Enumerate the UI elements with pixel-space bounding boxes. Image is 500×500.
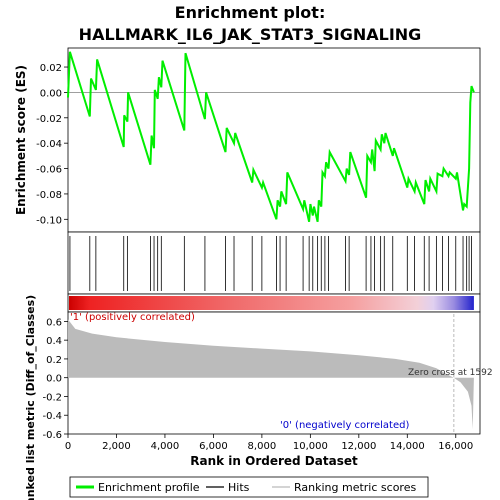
x-tick-label: 14,000 (390, 441, 425, 452)
metric-y-tick-label: 0.0 (46, 374, 62, 385)
x-tick-label: 0 (65, 441, 71, 452)
x-tick-label: 6,000 (199, 441, 228, 452)
chart-title-line2: HALLMARK_IL6_JAK_STAT3_SIGNALING (79, 25, 422, 44)
legend: Enrichment profile Hits Ranking metric s… (69, 476, 429, 498)
zero-cross-label: Zero cross at 1592 (408, 368, 493, 378)
metric-y-ticks: 0.6 0.4 0.2 0.0 -0.2 -0.4 -0.6 (42, 317, 68, 441)
es-y-tick-label: -0.10 (36, 215, 62, 226)
es-y-tick-label: -0.02 (36, 114, 62, 125)
rank-colour-band (69, 296, 474, 310)
x-tick-label: 2,000 (102, 441, 131, 452)
hit-markers (69, 236, 472, 291)
x-tick-label: 8,000 (248, 441, 277, 452)
metric-y-tick-label: 0.2 (46, 355, 62, 366)
x-tick-label: 16,000 (438, 441, 473, 452)
legend-frame (69, 476, 429, 498)
negative-correlation-label: '0' (negatively correlated) (280, 420, 409, 431)
x-axis-ticks: 0 2,000 4,000 6,000 8,000 10,000 12,000 14,000 1… (65, 434, 473, 452)
es-y-tick-label: -0.08 (36, 190, 62, 201)
hits-panel-frame (67, 231, 481, 295)
es-panel-frame (67, 47, 481, 233)
chart-title-line1: Enrichment plot: (175, 3, 326, 22)
enrichment-profile-line (67, 51, 475, 223)
es-y-tick-label: 0.00 (40, 88, 62, 99)
es-y-tick-label: -0.06 (36, 165, 62, 176)
positive-correlation-label: '1' (positively correlated) (70, 312, 195, 323)
metric-y-tick-label: 0.6 (46, 317, 62, 328)
es-y-tick-label: -0.04 (36, 139, 62, 150)
x-axis-label: Rank in Ordered Dataset (190, 454, 358, 468)
ranking-metric-area (68, 319, 474, 430)
x-tick-label: 10,000 (293, 441, 328, 452)
es-y-ticks: 0.02 0.00 -0.02 -0.04 -0.06 -0.08 -0.10 (36, 63, 68, 226)
metric-y-tick-label: -0.4 (42, 411, 62, 422)
x-tick-label: 4,000 (151, 441, 180, 452)
legend-item-ranking-metric-scores: Ranking metric scores (294, 481, 416, 494)
es-y-axis-label: Enrichment score (ES) (14, 65, 28, 215)
metric-y-tick-label: -0.2 (42, 392, 62, 403)
metric-y-tick-label: 0.4 (46, 336, 62, 347)
legend-item-enrichment-profile: Enrichment profile (98, 481, 200, 494)
metric-y-tick-label: -0.6 (42, 430, 62, 441)
legend-item-hits: Hits (228, 481, 250, 494)
es-y-tick-label: 0.02 (40, 63, 62, 74)
x-tick-label: 12,000 (341, 441, 376, 452)
metric-y-axis-label: Ranked list metric (Diff_of_Classes) (24, 295, 37, 500)
